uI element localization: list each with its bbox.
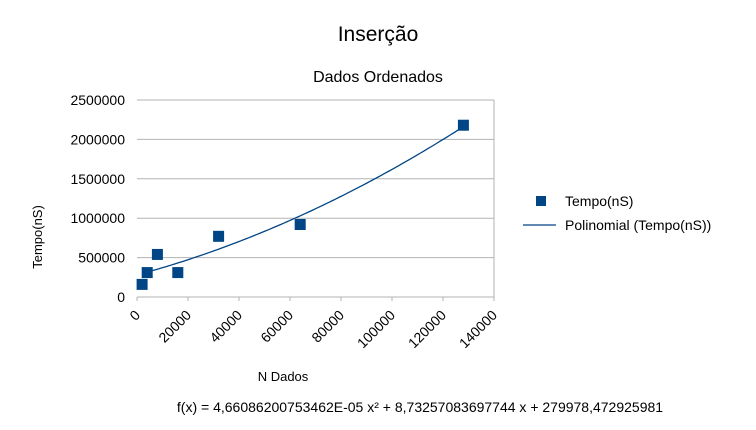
y-tick-label: 500000 [78,250,125,266]
x-tick-label: 20000 [155,307,194,346]
plot-area [137,100,495,298]
gridlines [137,99,494,259]
x-tick-label: 60000 [257,307,296,346]
y-tick-label: 0 [117,289,125,305]
y-axis-tick-labels: 0 500000 1000000 1500000 2000000 2500000 [70,92,125,305]
legend: Tempo(nS) Polinomial (Tempo(nS)) [523,193,711,233]
trendline-equation: f(x) = 4,66086200753462E-05 x² + 8,73257… [177,399,663,415]
legend-marker-square [536,196,546,206]
x-tick-label: 100000 [354,307,398,351]
data-point [151,248,163,260]
x-tick-label: 120000 [405,307,449,351]
data-point [172,267,184,279]
chart-subtitle: Dados Ordenados [313,69,443,86]
x-tick-label: 80000 [308,307,347,346]
trendline-curve [141,126,464,275]
y-tick-label: 1000000 [70,210,125,226]
x-tick-label: 0 [126,307,143,324]
data-points-layer [136,119,469,290]
chart-title: Inserção [338,23,419,46]
legend-label-series: Tempo(nS) [565,193,633,209]
trendline-layer [141,126,464,275]
x-axis-tick-labels: 0 20000 40000 60000 80000 100000 120000 140000 [126,297,500,351]
x-tick-label: 140000 [456,307,500,351]
legend-label-trendline: Polinomial (Tempo(nS)) [565,217,711,233]
data-point [213,230,225,242]
y-tick-label: 2000000 [70,131,125,147]
data-point [457,119,469,131]
x-tick-label: 40000 [206,307,245,346]
y-tick-label: 1500000 [70,171,125,187]
y-axis-label: Tempo(nS) [30,205,45,269]
y-tick-label: 2500000 [70,92,125,108]
data-point [141,267,153,279]
data-point [294,219,306,231]
x-axis-label: N Dados [258,369,309,384]
data-point [136,278,148,290]
